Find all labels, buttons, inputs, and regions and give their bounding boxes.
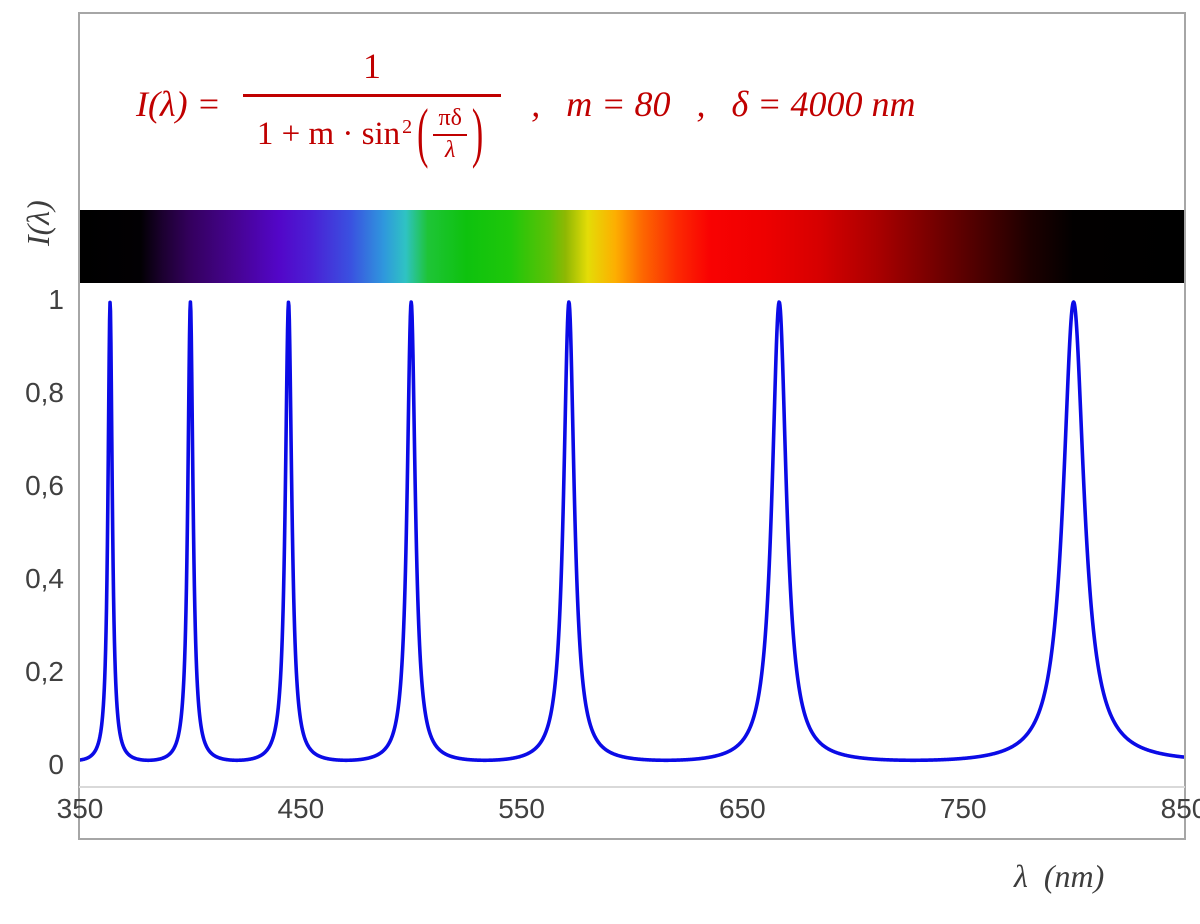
- x-tick-label-350: 350: [56, 793, 104, 824]
- formula-den-prefix: 1 + m · sin: [256, 116, 401, 152]
- y-tick-label-0-4: 0,4: [25, 563, 64, 594]
- intensity-curve-svg: [80, 300, 1184, 763]
- formula-fraction: 1 1 + m · sin 2 ( πδ λ ): [242, 45, 502, 170]
- y-tick-label-0-6: 0,6: [25, 470, 64, 501]
- y-axis-title: I(λ): [20, 200, 56, 246]
- formula-numerator: 1: [363, 46, 382, 87]
- x-axis-line: [79, 786, 1185, 788]
- chart-frame: I(λ) = 1 1 + m · sin 2 ( πδ λ ) , m = 80 …: [57, 12, 1200, 840]
- intensity-curve: [80, 300, 1184, 763]
- formula-lhs: I(λ) =: [136, 84, 221, 124]
- formula: I(λ) = 1 1 + m · sin 2 ( πδ λ ) , m = 80 …: [136, 26, 916, 182]
- y-tick-label-1: 1: [48, 284, 64, 315]
- visible-spectrum-strip: [80, 210, 1184, 283]
- x-axis-title: λ (nm): [1014, 858, 1105, 894]
- formula-param-m: m = 80: [566, 84, 671, 124]
- y-tick-label-0-8: 0,8: [25, 377, 64, 408]
- y-tick-label-0-2: 0,2: [25, 656, 64, 687]
- formula-sin-exponent: 2: [402, 116, 413, 138]
- formula-paren-open: (: [417, 97, 429, 170]
- y-tick-label-0: 0: [48, 749, 64, 780]
- x-tick-label-550: 550: [498, 793, 545, 824]
- formula-paren-close: ): [471, 97, 484, 170]
- formula-denominator: 1 + m · sin 2 ( πδ λ ): [242, 94, 502, 170]
- formula-comma-1: ,: [531, 84, 541, 124]
- formula-inner-fraction: πδ λ: [433, 106, 467, 163]
- x-tick-label-450: 450: [277, 793, 325, 824]
- x-tick-label-650: 650: [719, 793, 766, 824]
- formula-param-delta: δ = 4000 nm: [731, 84, 916, 124]
- formula-inner-denominator: λ: [444, 136, 456, 163]
- x-tick-label-850: 850: [1160, 793, 1200, 824]
- formula-comma-2: ,: [696, 84, 706, 124]
- x-tick-label-750: 750: [939, 793, 987, 824]
- formula-inner-numerator: πδ: [433, 106, 467, 136]
